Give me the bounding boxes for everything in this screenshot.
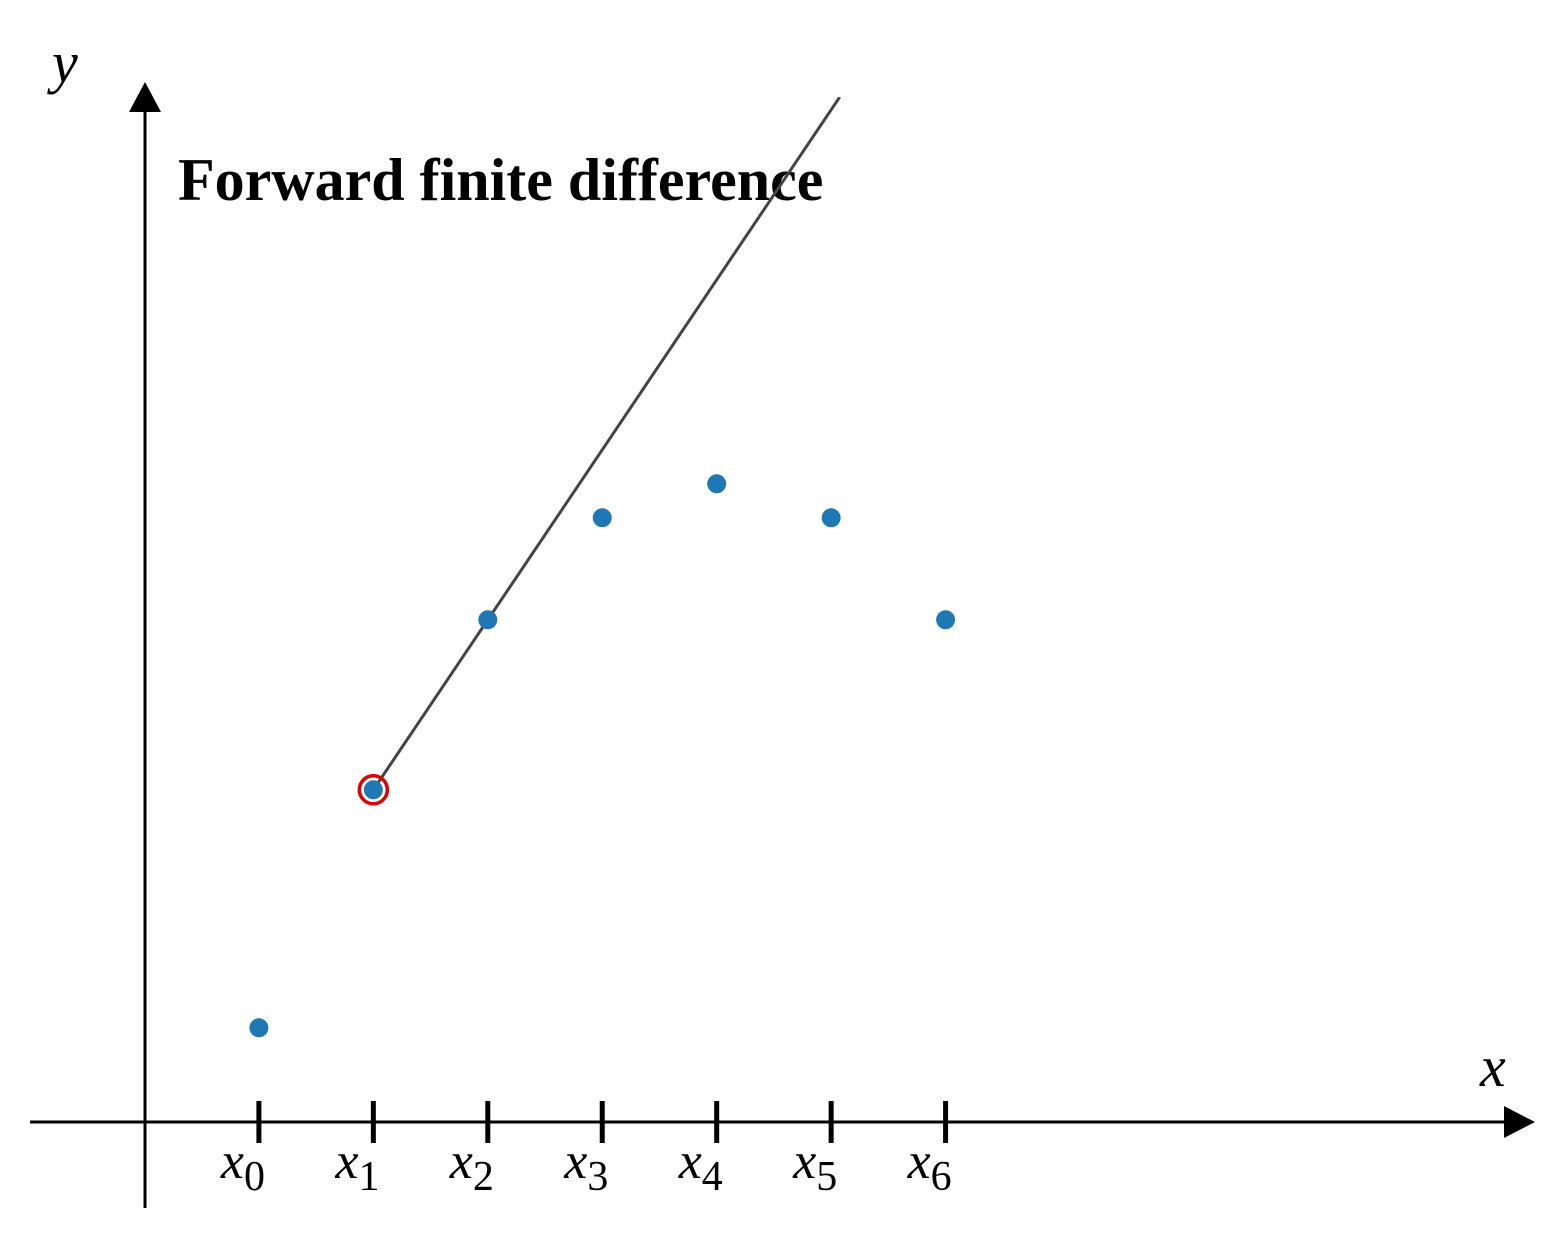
tick-sub: 3 bbox=[587, 1154, 608, 1200]
x-tick-label: x4 bbox=[678, 1133, 723, 1200]
chart-title: Forward finite difference bbox=[178, 147, 823, 213]
x-tick-label: x0 bbox=[220, 1133, 265, 1200]
tick-var: x bbox=[220, 1133, 244, 1190]
tick-var: x bbox=[792, 1133, 816, 1190]
point bbox=[707, 474, 727, 494]
point bbox=[936, 610, 956, 630]
tick-var: x bbox=[678, 1133, 702, 1190]
tick-var: x bbox=[449, 1133, 473, 1190]
highlight-ring bbox=[357, 774, 390, 806]
y-axis-arrow bbox=[129, 82, 161, 112]
x-axis-arrow bbox=[1504, 1106, 1535, 1138]
tick-sub: 6 bbox=[931, 1154, 952, 1200]
tick-sub: 0 bbox=[244, 1154, 265, 1200]
tick-var: x bbox=[334, 1133, 358, 1190]
x-axis-label: x bbox=[1479, 1034, 1506, 1099]
point bbox=[363, 780, 383, 800]
tick-var: x bbox=[907, 1133, 931, 1190]
tick-sub: 5 bbox=[816, 1154, 837, 1200]
tick-sub: 1 bbox=[358, 1154, 379, 1200]
x-tick-label: x2 bbox=[449, 1133, 494, 1200]
x-tick-label: x3 bbox=[563, 1133, 608, 1200]
point bbox=[478, 610, 498, 630]
secant-line bbox=[372, 97, 842, 791]
x-tick-label: x5 bbox=[792, 1133, 837, 1200]
tick-sub: 2 bbox=[473, 1154, 494, 1200]
point bbox=[592, 508, 612, 528]
point bbox=[821, 508, 841, 528]
tick-sub: 4 bbox=[702, 1154, 723, 1200]
x-tick-label: x1 bbox=[334, 1133, 379, 1200]
x-tick-label: x6 bbox=[907, 1133, 952, 1200]
y-axis-label: y bbox=[47, 30, 78, 95]
point bbox=[249, 1018, 269, 1038]
tick-var: x bbox=[563, 1133, 587, 1190]
